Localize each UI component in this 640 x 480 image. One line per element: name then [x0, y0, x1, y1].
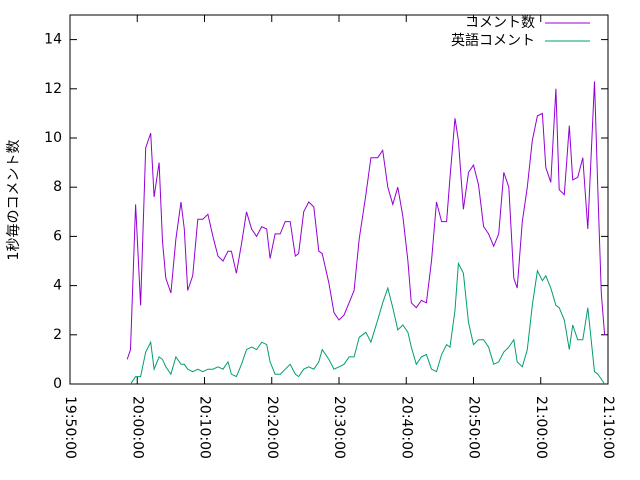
y-tick-label: 4 — [53, 278, 62, 294]
y-tick-label: 2 — [53, 327, 62, 343]
y-axis-label: 1秒毎のコメント数 — [6, 140, 22, 261]
y-tick-label: 14 — [44, 32, 62, 48]
x-tick-label: 20:20:00 — [264, 396, 280, 459]
y-tick-label: 10 — [44, 130, 62, 146]
legend-label: コメント数 — [465, 15, 535, 31]
x-tick-label: 19:50:00 — [62, 396, 78, 459]
series-line — [126, 81, 606, 360]
plot-frame — [69, 14, 609, 385]
series-line — [130, 261, 606, 385]
y-tick-label: 0 — [53, 376, 62, 392]
x-tick-label: 20:40:00 — [398, 396, 414, 459]
x-tick-label: 20:30:00 — [331, 396, 347, 459]
y-tick-label: 12 — [44, 81, 62, 97]
x-tick-label: 20:00:00 — [129, 396, 145, 459]
legend-label: 英語コメント — [451, 32, 535, 49]
x-tick-label: 20:10:00 — [197, 396, 213, 459]
y-tick-label: 8 — [53, 179, 62, 195]
x-tick-label: 20:50:00 — [466, 396, 482, 459]
x-tick-label: 21:00:00 — [533, 396, 549, 459]
x-tick-label: 21:10:00 — [600, 396, 616, 459]
y-tick-label: 6 — [53, 228, 62, 244]
